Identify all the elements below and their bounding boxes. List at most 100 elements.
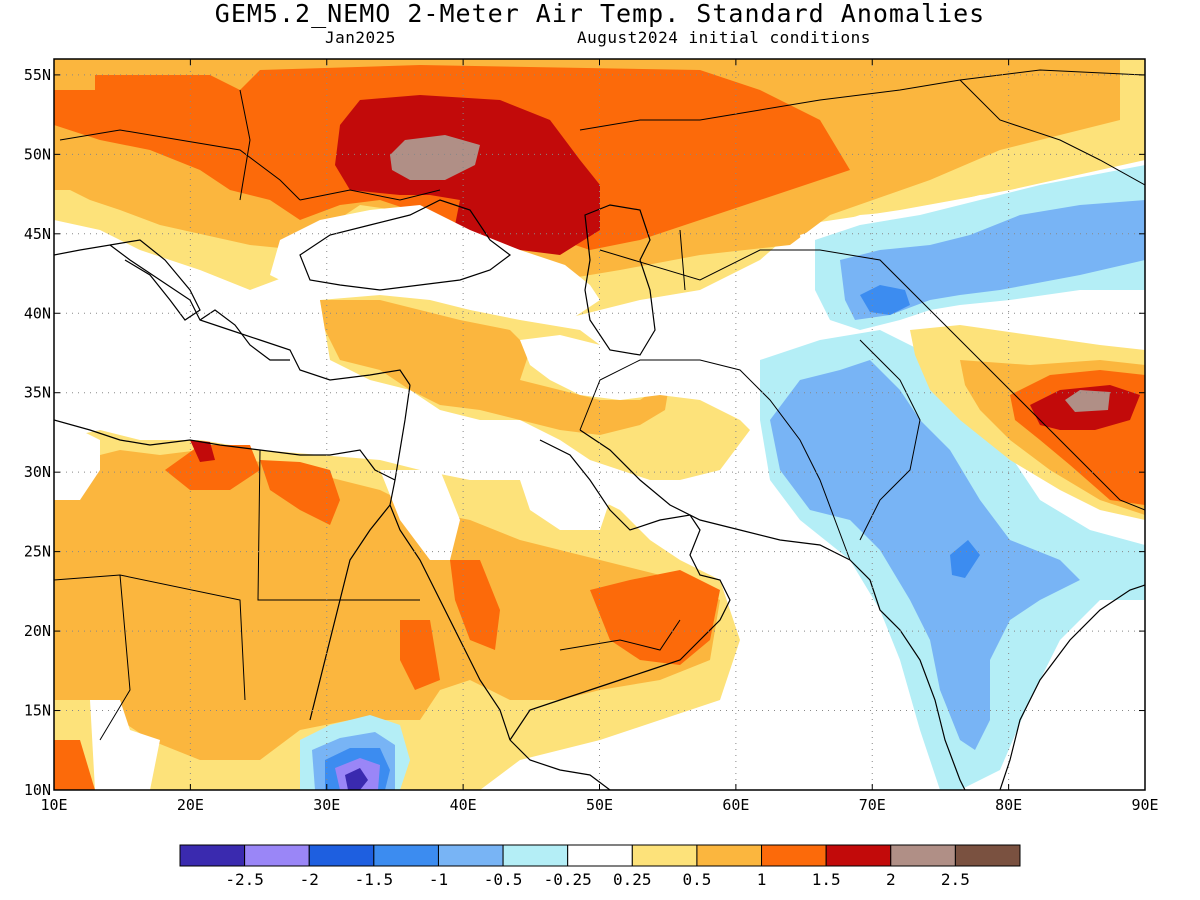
border [559, 619, 681, 651]
valid-month: Jan2025 [325, 28, 396, 47]
color-bar-label: -2 [300, 870, 319, 889]
coastline [389, 384, 511, 741]
color-swatch [631, 844, 698, 867]
color-swatch [761, 844, 827, 867]
border [579, 359, 851, 561]
border [99, 574, 131, 741]
lat-tick-label: 50N [24, 145, 51, 163]
lat-tick-label: 20N [24, 622, 51, 640]
lat-tick-label: 55N [24, 66, 51, 84]
lat-tick-label: 25N [24, 543, 51, 561]
border [959, 79, 1145, 186]
color-swatch [308, 844, 375, 867]
coastline [54, 419, 396, 481]
border [239, 89, 251, 201]
anomaly-field [190, 440, 215, 462]
lon-tick-label: 50E [586, 796, 613, 814]
anomaly-field [54, 450, 720, 760]
coastline [109, 239, 201, 321]
coastline [199, 309, 290, 361]
color-swatch [244, 844, 310, 867]
border [299, 189, 441, 201]
coastline [579, 429, 851, 561]
anomaly-field [520, 480, 610, 530]
anomaly-shading [54, 59, 1145, 790]
color-swatch [373, 844, 439, 867]
color-swatch [437, 844, 504, 867]
anomaly-field [380, 470, 460, 560]
coastline [999, 584, 1145, 790]
color-bar-label: -2.5 [225, 870, 264, 889]
color-bar-label: -0.25 [544, 870, 592, 889]
border [599, 249, 1145, 511]
lat-tick-label: 10N [24, 781, 51, 799]
anomaly-field [950, 540, 980, 578]
color-swatch [502, 844, 569, 867]
coastline [849, 559, 966, 790]
map-title: GEM5.2_NEMO 2-Meter Air Temp. Standard A… [214, 0, 986, 28]
color-swatch [696, 844, 763, 867]
anomaly-field [770, 360, 1080, 750]
anomaly-field [90, 700, 160, 790]
color-swatch [825, 844, 892, 867]
lon-tick-label: 20E [177, 796, 204, 814]
coastline [299, 199, 511, 291]
color-bar-label: 1 [757, 870, 767, 889]
anomaly-field [840, 200, 1145, 320]
border [54, 574, 246, 701]
color-swatch [567, 844, 633, 867]
lon-tick-label: 90E [1131, 796, 1158, 814]
anomaly-field [165, 445, 260, 490]
color-bar-label: 2 [886, 870, 896, 889]
color-bar-label: -1.5 [355, 870, 394, 889]
color-swatch [954, 844, 1021, 867]
color-swatch [179, 844, 246, 867]
border [859, 339, 921, 541]
anomaly-field [390, 135, 480, 180]
color-bar-label: 0.25 [613, 870, 652, 889]
initial-conditions: August2024 initial conditions [577, 28, 871, 47]
anomaly-field [520, 335, 760, 420]
lon-tick-label: 10E [40, 796, 67, 814]
anomaly-field [400, 620, 440, 690]
border [59, 129, 301, 201]
anomaly-field [1065, 390, 1110, 412]
color-bar-label: -1 [429, 870, 448, 889]
axes: 10E 20E 30E 40E 50E 60E 70E 80E 90E 10N 15N 20N 25N 3… [24, 59, 1159, 814]
lat-tick-label: 35N [24, 384, 51, 402]
anomaly-field [345, 768, 368, 790]
border [679, 229, 686, 291]
anomaly-field [260, 460, 340, 525]
color-bar-label: 2.5 [941, 870, 970, 889]
coastline [509, 439, 731, 741]
color-bar-label: 1.5 [812, 870, 841, 889]
anomaly-field [450, 560, 500, 650]
border [579, 69, 1145, 131]
color-bar-label: 0.5 [682, 870, 711, 889]
anomaly-field [335, 95, 600, 255]
lon-tick-label: 80E [995, 796, 1022, 814]
lat-tick-label: 15N [24, 702, 51, 720]
lat-tick-label: 30N [24, 463, 51, 481]
anomaly-field [54, 740, 95, 790]
border [257, 449, 420, 601]
color-swatch [890, 844, 956, 867]
color-bar-label: -0.5 [484, 870, 523, 889]
lat-tick-label: 40N [24, 304, 51, 322]
coastline [584, 204, 656, 356]
anomaly-field [860, 285, 910, 315]
coastline [54, 244, 411, 386]
anomaly-field [270, 205, 600, 325]
color-bar: -2.5 -2 -1.5 -1 -0.5 -0.25 0.25 0.5 1 1.5 2 2.5 [179, 844, 1021, 889]
anomaly-field [320, 300, 670, 435]
coastline [509, 739, 611, 790]
coastlines [54, 69, 1145, 790]
lat-tick-label: 45N [24, 225, 51, 243]
anomaly-field [590, 570, 720, 665]
lon-tick-label: 30E [313, 796, 340, 814]
lon-tick-label: 70E [859, 796, 886, 814]
lon-tick-label: 40E [450, 796, 477, 814]
anomaly-field [54, 430, 100, 500]
lon-tick-label: 60E [722, 796, 749, 814]
